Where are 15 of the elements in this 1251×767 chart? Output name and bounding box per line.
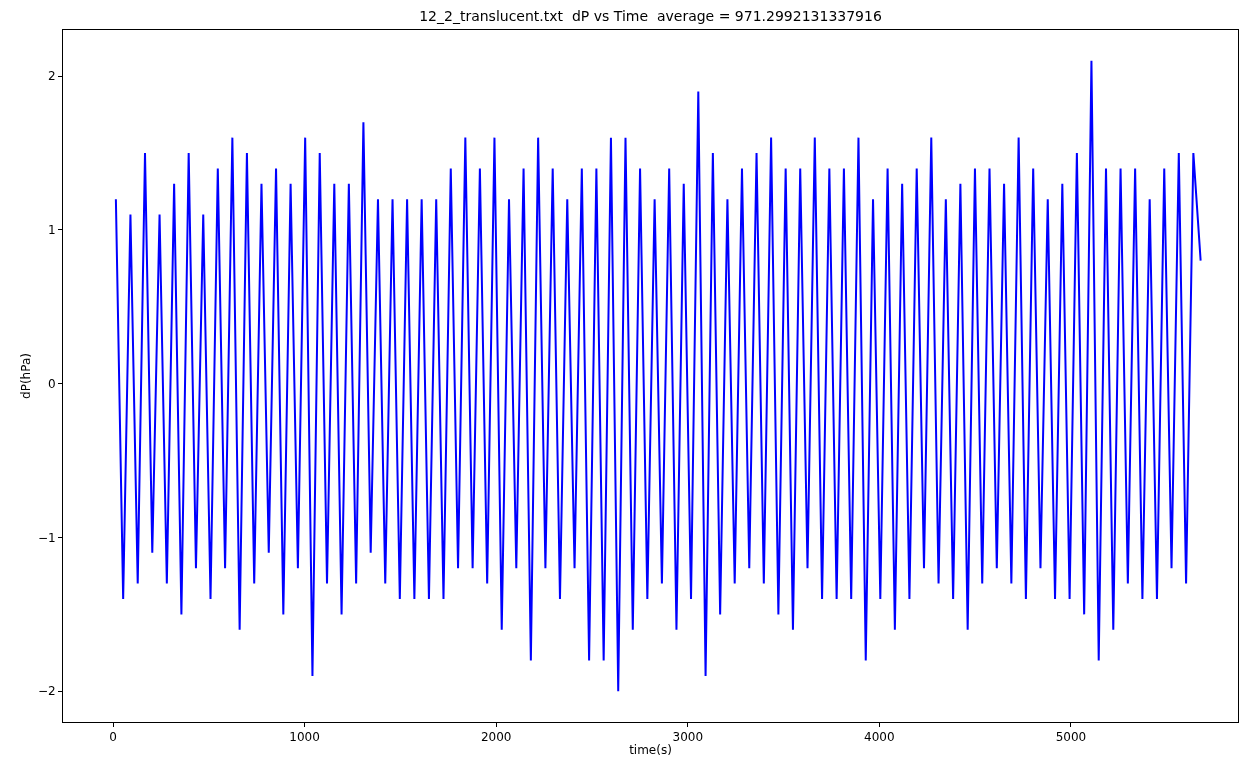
x-tick-label: 3000: [672, 730, 704, 745]
x-axis-title: time(s): [629, 743, 672, 758]
y-tick-label: −1: [37, 530, 56, 545]
line-series: [114, 59, 1202, 693]
x-tick-label: 4000: [864, 730, 895, 745]
y-axis-title: dP(hPa): [19, 353, 34, 399]
y-tick-label: 2: [47, 69, 56, 84]
x-tick-label: 1000: [289, 730, 320, 745]
chart-title: 12_2_translucent.txt dP vs Time average = 971.2992131337916: [419, 8, 882, 25]
y-tick-label: −2: [37, 684, 56, 699]
x-tick-label: 5000: [1055, 730, 1087, 745]
y-tick-label: 1: [47, 223, 56, 238]
x-tick-label: 0: [109, 730, 117, 745]
y-tick-label: 0: [47, 376, 56, 391]
x-tick-label: 2000: [480, 730, 512, 745]
